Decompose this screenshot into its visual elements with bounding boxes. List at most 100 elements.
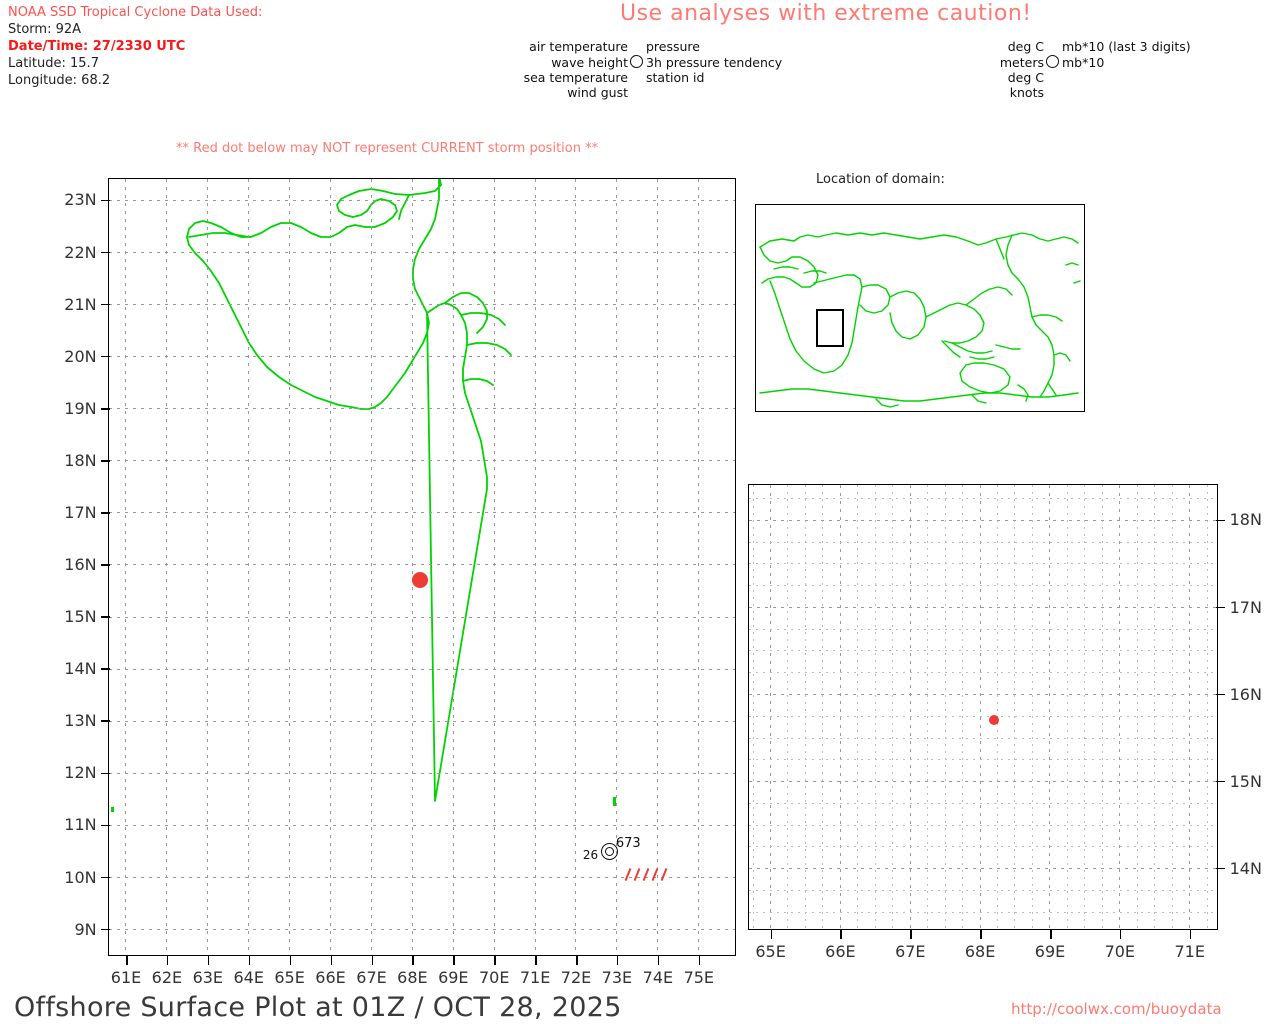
gridline-horizontal [109,512,735,514]
gridline-horizontal [109,199,735,201]
island-speck [613,797,616,806]
axis-label-longitude: 65E [274,967,305,987]
units-left-label: deg C [1007,39,1044,54]
island-speck [111,807,114,812]
main-map-gridlines [109,179,735,955]
axis-tick-y [1216,606,1225,609]
axis-tick-x [576,955,578,965]
station-model-legend: air temperature pressure wave height 3h … [518,39,783,100]
gridline-horizontal [109,356,735,358]
gridline-vertical [1049,485,1051,929]
axis-tick-y [100,512,110,514]
gridline-vertical [1154,485,1156,929]
gridline-vertical [575,179,577,955]
gridline-horizontal [109,460,735,462]
gridline-vertical [909,485,911,929]
gridline-horizontal [749,802,1217,804]
units-legend: deg C mb*10 (last 3 digits) meters mb*10… [988,39,1191,100]
legend-row: sea temperature station id [518,70,782,86]
axis-tick-y [100,720,110,722]
axis-tick-x [535,955,537,965]
gridline-horizontal [749,606,1217,608]
gridline-vertical [289,179,290,955]
gridline-vertical [787,485,789,929]
axis-tick-y [1216,867,1225,870]
axis-label-latitude: 14N [64,659,97,679]
gridline-vertical [962,485,963,929]
axis-label-latitude: 11N [64,815,97,835]
gridline-horizontal [749,563,1217,565]
source-line: NOAA SSD Tropical Cyclone Data Used: [8,5,263,20]
domain-extent-box [816,309,844,347]
axis-label-longitude: 70E [478,967,510,987]
gridline-vertical [1171,485,1173,929]
gridline-vertical [698,179,700,955]
station-pressure: 673 [615,835,641,851]
axis-tick-y [100,928,110,931]
axis-label-latitude: 9N [74,919,97,939]
gridline-horizontal [749,781,1217,782]
axis-tick-x [1189,929,1192,939]
gridline-horizontal [109,251,735,253]
axis-tick-y [100,355,110,358]
units-row: deg C [988,70,1191,86]
inset-map-panel[interactable] [748,484,1218,930]
gridline-vertical [329,179,331,955]
axis-label-longitude: 69E [438,967,469,987]
axis-tick-x [166,955,169,965]
main-map-panel[interactable]: 26 673 [108,178,736,956]
gridline-vertical [874,485,876,929]
gridline-vertical [804,485,806,929]
axis-tick-x [207,955,210,965]
gridline-vertical [1189,485,1191,929]
gridline-horizontal [749,498,1217,500]
axis-label-longitude: 68E [397,967,428,987]
storm-position-warning: ** Red dot below may NOT represent CURRE… [176,141,599,156]
gridline-horizontal [749,693,1217,695]
inset-map-gridlines [749,485,1217,929]
gridline-vertical [1014,485,1016,929]
axis-tick-y [100,876,110,879]
gridline-horizontal [109,304,735,305]
gridline-horizontal [749,759,1217,761]
gridline-vertical [927,485,929,929]
legend-left-label: wave height [551,54,628,70]
legend-row: air temperature pressure [518,39,782,55]
gridline-vertical [1066,485,1068,929]
gridline-vertical [857,485,859,929]
data-source-header: NOAA SSD Tropical Cyclone Data Used: Sto… [8,4,262,89]
units-left-label: knots [1009,84,1044,100]
storm-id: Storm: 92A [8,22,82,37]
axis-label-latitude: 19N [64,398,97,418]
axis-tick-x [770,929,773,939]
source-url[interactable]: http://coolwx.com/buoydata [1011,1000,1222,1018]
gridline-horizontal [109,929,735,930]
gridline-vertical [370,179,372,955]
gridline-vertical [207,179,209,955]
caution-banner: Use analyses with extreme caution! [620,1,1032,26]
gridline-horizontal [749,846,1217,848]
sky-cover-circle-icon [628,54,644,72]
gridline-horizontal [749,628,1217,630]
gridline-horizontal [109,876,735,878]
axis-label-longitude: 61E [110,967,142,987]
axis-label-longitude: 65E [755,941,786,961]
gridline-horizontal [749,519,1217,521]
axis-tick-x [1119,929,1122,939]
gridline-vertical [822,485,824,929]
storm-latitude: Latitude: 15.7 [8,56,99,71]
axis-tick-x [910,929,912,939]
gridline-vertical [657,179,659,955]
legend-right-label: pressure [646,39,700,54]
legend-left-label: wind gust [567,84,628,100]
axis-label-latitude: 23N [64,190,97,210]
units-row: deg C mb*10 (last 3 digits) [988,39,1191,55]
gridline-vertical [411,179,413,955]
gridline-horizontal [749,868,1217,870]
axis-tick-y [100,251,110,254]
axis-tick-x [330,955,333,965]
axis-tick-y [1216,693,1225,696]
units-row: meters mb*10 [988,54,1191,72]
axis-tick-y [100,824,110,827]
gridline-horizontal [749,889,1217,891]
